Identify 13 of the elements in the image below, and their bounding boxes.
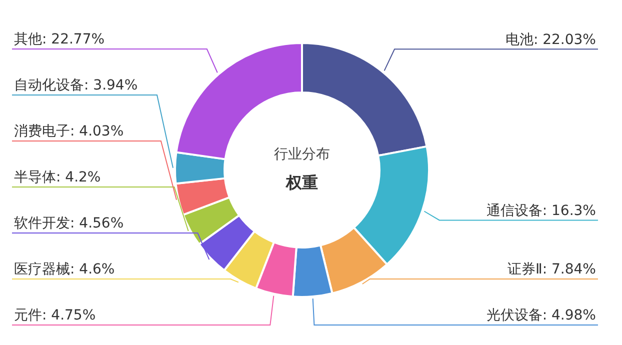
slice-label: 半导体: 4.2%	[14, 170, 101, 186]
slice-label: 自动化设备: 3.94%	[14, 78, 138, 94]
slice-label: 电池: 22.03%	[505, 32, 596, 48]
slice-label: 证券Ⅱ: 7.84%	[507, 262, 596, 278]
text: 权重	[285, 173, 318, 192]
text: 行业分布	[274, 146, 330, 163]
slice-label: 医疗器械: 4.6%	[14, 262, 115, 278]
slice-label: 软件开发: 4.56%	[14, 216, 124, 232]
slice-label: 消费电子: 4.03%	[14, 124, 124, 140]
slice-label: 通信设备: 16.3%	[486, 202, 596, 219]
slice-label: 其他: 22.77%	[14, 32, 105, 48]
slice-label: 元件: 4.75%	[14, 308, 96, 324]
slice-label: 光伏设备: 4.98%	[486, 308, 596, 324]
